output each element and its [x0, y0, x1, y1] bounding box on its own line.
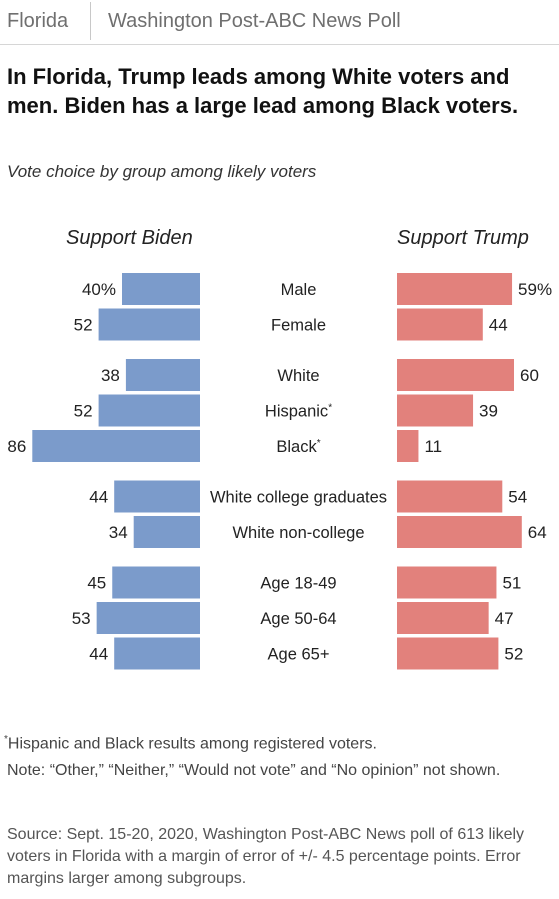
bar-trump-age-18-49 — [397, 566, 497, 599]
header-rule — [0, 44, 559, 45]
bar-biden-black — [32, 430, 200, 462]
category-label-white-college-graduates: White college graduates — [210, 489, 387, 507]
footnote-marker: * — [4, 734, 8, 745]
bar-trump-hispanic — [397, 394, 474, 427]
label-biden-female: 52 — [74, 316, 93, 335]
label-trump-black: 11 — [424, 437, 442, 456]
category-label-age-65: Age 65+ — [268, 646, 330, 664]
diverging-bar-chart: 40% 59% Male 52 44 Female 38 60 White 52 39 Hispani… — [7, 273, 552, 670]
label-trump-age-18-49: 51 — [502, 574, 521, 593]
category-label-white-non-college: White non-college — [232, 524, 364, 542]
footnote-text: Hispanic and Black results among registe… — [7, 735, 377, 753]
column-header-biden: Support Biden — [66, 227, 193, 249]
bar-trump-black — [397, 430, 419, 462]
bar-trump-female — [397, 308, 483, 341]
bar-biden-female — [98, 308, 200, 341]
category-label-age-18-49: Age 18-49 — [260, 575, 336, 593]
category-label-hispanic: Hispanic* — [265, 403, 332, 421]
category-label-male: Male — [281, 281, 317, 299]
label-biden-age-65: 44 — [89, 645, 108, 664]
label-trump-female: 44 — [489, 316, 508, 335]
label-trump-age-50-64: 47 — [495, 609, 514, 628]
bar-trump-age-50-64 — [397, 602, 489, 634]
bar-trump-age-65 — [397, 637, 499, 670]
bar-biden-white — [125, 359, 200, 391]
category-label-age-50-64: Age 50-64 — [260, 610, 336, 628]
bar-trump-white — [397, 359, 514, 391]
chart-headline: In Florida, Trump leads among White vote… — [7, 64, 519, 118]
chart-note: Note: “Other,” “Neither,” “Would not vot… — [7, 762, 501, 779]
label-trump-hispanic: 39 — [479, 402, 498, 421]
label-biden-age-50-64: 53 — [72, 609, 91, 628]
bar-trump-white-college-graduates — [397, 480, 503, 513]
column-header-trump: Support Trump — [397, 227, 529, 249]
label-trump-white-non-college: 64 — [528, 523, 547, 542]
label-biden-white-college-graduates: 44 — [89, 488, 108, 507]
label-biden-age-18-49: 45 — [87, 574, 106, 593]
bar-biden-white-non-college — [133, 516, 200, 548]
label-trump-white-college-graduates: 54 — [508, 488, 527, 507]
label-biden-white: 38 — [101, 366, 120, 385]
chart-source: Source: Sept. 15-20, 2020, Washington Po… — [7, 826, 525, 887]
label-trump-male: 59% — [518, 280, 552, 299]
header-divider — [90, 2, 91, 40]
bar-biden-age-65 — [114, 637, 200, 670]
category-label-black: Black* — [276, 438, 320, 456]
poll-name: Washington Post-ABC News Poll — [108, 10, 401, 32]
category-label-female: Female — [271, 317, 326, 335]
bar-trump-white-non-college — [397, 516, 522, 548]
top-bar: Florida Washington Post-ABC News Poll — [0, 0, 559, 44]
bar-biden-white-college-graduates — [114, 480, 200, 513]
label-trump-age-65: 52 — [504, 645, 523, 664]
label-biden-white-non-college: 34 — [109, 523, 128, 542]
label-trump-white: 60 — [520, 366, 539, 385]
chart-subtitle: Vote choice by group among likely voters — [7, 162, 317, 181]
footnote: *Hispanic and Black results among regist… — [4, 734, 377, 753]
bar-biden-male — [122, 273, 200, 305]
category-label-white: White — [277, 367, 319, 385]
label-biden-hispanic: 52 — [74, 402, 93, 421]
bar-biden-hispanic — [98, 394, 200, 427]
state-tag: Florida — [7, 10, 69, 32]
label-biden-male: 40% — [82, 280, 116, 299]
bar-biden-age-18-49 — [112, 566, 200, 599]
label-biden-black: 86 — [7, 437, 26, 456]
bar-biden-age-50-64 — [96, 602, 200, 634]
bar-trump-male — [397, 273, 513, 305]
